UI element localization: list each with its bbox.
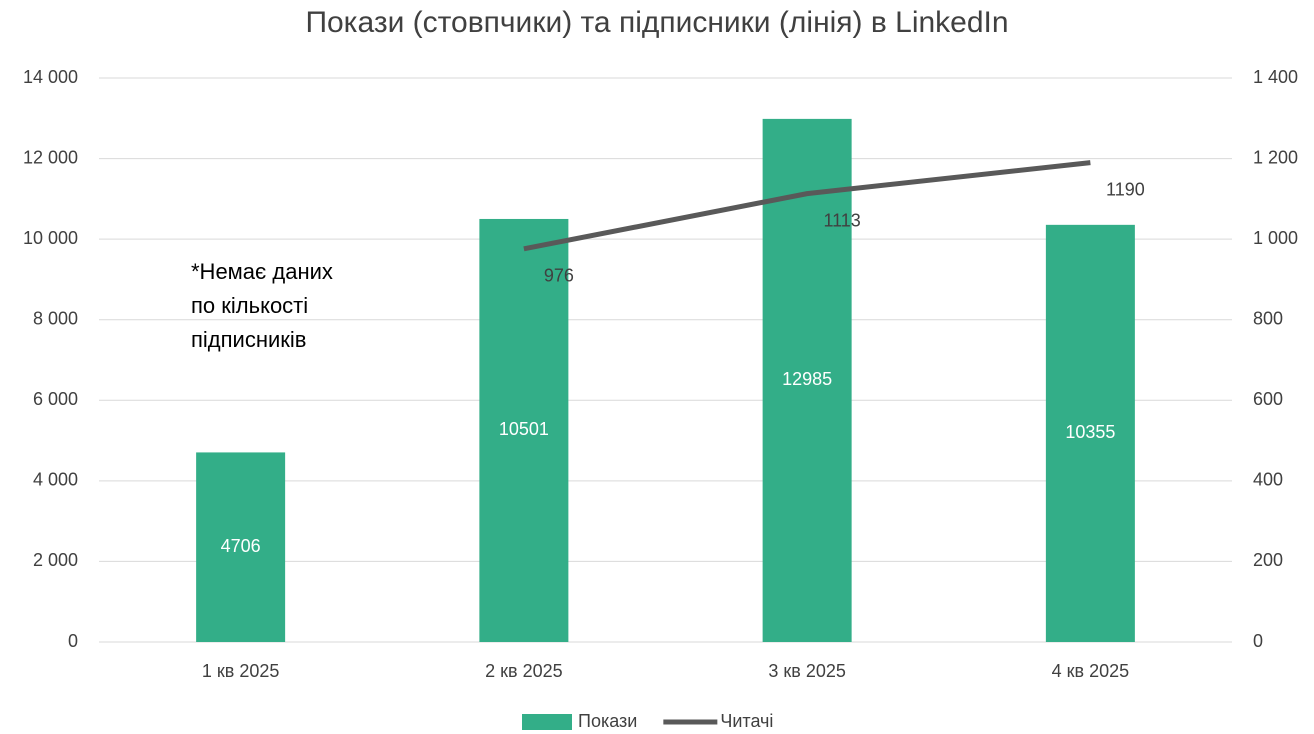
line-value-label: 1190 bbox=[1106, 179, 1145, 199]
y2-tick-label: 800 bbox=[1253, 308, 1283, 328]
line bbox=[523, 160, 1091, 252]
legend-label: Покази bbox=[578, 711, 637, 731]
y-tick-label: 8 000 bbox=[33, 308, 78, 328]
line-value-label: 1113 bbox=[823, 210, 860, 230]
x-tick-label: 1 кв 2025 bbox=[202, 661, 280, 681]
bar bbox=[479, 218, 569, 642]
x-tick-label: 2 кв 2025 bbox=[485, 661, 563, 681]
y-tick-label: 10 000 bbox=[23, 228, 78, 248]
annotation-line: підписників bbox=[191, 327, 306, 352]
bar-value-label: 10355 bbox=[1065, 422, 1115, 442]
bar bbox=[762, 118, 852, 642]
bar bbox=[1045, 224, 1135, 642]
y2-tick-label: 600 bbox=[1253, 389, 1283, 409]
legend-label: Читачі bbox=[720, 711, 773, 731]
y2-tick-label: 0 bbox=[1253, 631, 1263, 651]
x-tick-label: 4 кв 2025 bbox=[1052, 661, 1130, 681]
y-tick-label: 2 000 bbox=[33, 550, 78, 570]
y-tick-label: 4 000 bbox=[33, 470, 78, 490]
y-tick-label: 12 000 bbox=[23, 147, 78, 167]
legend-swatch bbox=[522, 714, 572, 730]
annotation: *Немає даних по кількості підписників bbox=[191, 259, 333, 352]
bar bbox=[196, 452, 286, 642]
y2-tick-label: 1 000 bbox=[1253, 228, 1298, 248]
chart-title: Покази (стовпчики) та підписники (лінія)… bbox=[305, 6, 1008, 39]
y-tick-label: 6 000 bbox=[33, 389, 78, 409]
annotation-line: *Немає даних bbox=[191, 259, 333, 284]
annotation-line: по кількості bbox=[191, 293, 308, 318]
y2-tick-label: 200 bbox=[1253, 550, 1283, 570]
y2-tick-label: 1 400 bbox=[1253, 67, 1298, 87]
line-value-label: 976 bbox=[544, 266, 574, 286]
y2-tick-label: 400 bbox=[1253, 470, 1283, 490]
y-tick-label: 14 000 bbox=[23, 67, 78, 87]
x-tick-label: 3 кв 2025 bbox=[768, 661, 846, 681]
bar-value-label: 10501 bbox=[499, 419, 549, 439]
y2-tick-label: 1 200 bbox=[1253, 147, 1298, 167]
bar-value-label: 12985 bbox=[782, 369, 832, 389]
bar-value-label: 4706 bbox=[221, 536, 261, 556]
y-tick-label: 0 bbox=[68, 631, 78, 651]
